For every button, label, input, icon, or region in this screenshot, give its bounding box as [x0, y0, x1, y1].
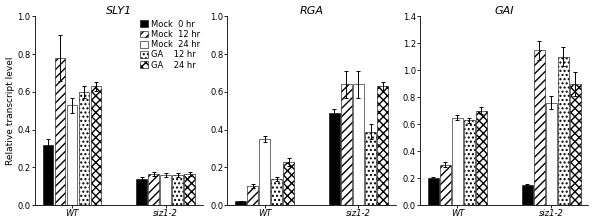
Bar: [185, 174, 195, 205]
Bar: [160, 175, 171, 205]
Bar: [148, 174, 159, 205]
Bar: [172, 175, 183, 205]
Bar: [353, 84, 364, 205]
Bar: [440, 165, 451, 205]
Bar: [558, 57, 568, 205]
Bar: [55, 58, 65, 205]
Title: RGA: RGA: [299, 6, 324, 15]
Bar: [137, 179, 147, 205]
Bar: [476, 111, 487, 205]
Title: SLY1: SLY1: [106, 6, 132, 15]
Bar: [341, 84, 352, 205]
Bar: [78, 92, 90, 205]
Bar: [283, 162, 294, 205]
Bar: [235, 202, 246, 205]
Bar: [546, 103, 557, 205]
Bar: [464, 120, 475, 205]
Bar: [329, 113, 340, 205]
Bar: [522, 185, 533, 205]
Bar: [271, 179, 282, 205]
Bar: [67, 105, 77, 205]
Bar: [534, 50, 545, 205]
Bar: [452, 118, 463, 205]
Bar: [260, 139, 270, 205]
Bar: [428, 178, 439, 205]
Bar: [43, 145, 53, 205]
Title: GAI: GAI: [495, 6, 514, 15]
Y-axis label: Relative transcript level: Relative transcript level: [5, 56, 15, 165]
Bar: [247, 186, 258, 205]
Bar: [570, 84, 580, 205]
Bar: [377, 86, 388, 205]
Bar: [91, 86, 102, 205]
Legend: Mock  0 hr, Mock  12 hr, Mock  24 hr, GA    12 hr, GA    24 hr: Mock 0 hr, Mock 12 hr, Mock 24 hr, GA 12…: [138, 18, 201, 71]
Bar: [365, 131, 376, 205]
